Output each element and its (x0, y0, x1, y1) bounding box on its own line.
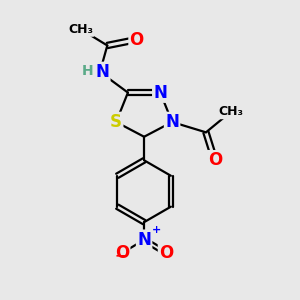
Text: +: + (152, 225, 161, 235)
Text: −: − (115, 248, 126, 262)
Text: N: N (137, 231, 151, 249)
Text: N: N (165, 113, 179, 131)
Text: O: O (130, 31, 144, 49)
Text: CH₃: CH₃ (218, 105, 244, 118)
Text: N: N (153, 84, 167, 102)
Text: CH₃: CH₃ (68, 23, 93, 36)
Text: O: O (208, 151, 222, 169)
Text: S: S (110, 113, 122, 131)
Text: O: O (115, 244, 129, 262)
Text: H: H (82, 64, 93, 78)
Text: O: O (159, 244, 173, 262)
Text: N: N (95, 63, 109, 81)
